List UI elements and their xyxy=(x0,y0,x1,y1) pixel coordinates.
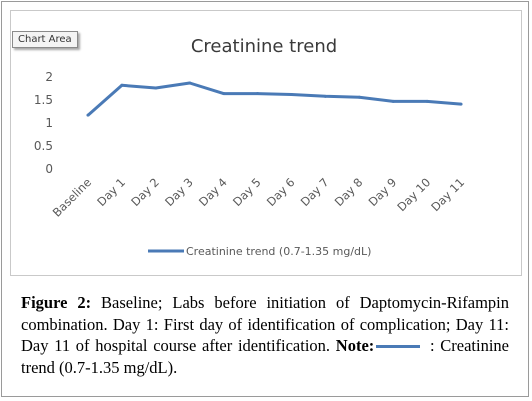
data-point xyxy=(120,83,124,87)
caption-label: Figure 2: xyxy=(21,293,92,312)
x-tick-label: Day 1 xyxy=(94,175,128,209)
data-point xyxy=(188,81,192,85)
data-point xyxy=(357,95,361,99)
data-point xyxy=(154,86,158,90)
creatinine-line-chart: Creatinine trend 21.510.50 Baseline Day 1… xyxy=(34,36,467,258)
y-tick-label: 1.5 xyxy=(34,93,53,107)
figure-caption: Figure 2: Baseline; Labs before initiati… xyxy=(21,292,509,378)
x-tick-label: Day 6 xyxy=(264,175,298,209)
x-tick-label: Day 10 xyxy=(394,175,433,214)
y-tick-label: 0.5 xyxy=(34,139,53,153)
chart-area[interactable]: Creatinine trend 2 1.5 1 0.5 0 Baseline Day 1… xyxy=(10,10,522,276)
legend-label: Creatinine trend (0.7-1.35 mg/dL) xyxy=(186,245,371,258)
data-point xyxy=(459,102,463,106)
x-tick-label: Day 5 xyxy=(230,175,264,209)
caption-note-label: Note: xyxy=(335,336,375,355)
legend: Creatinine trend (0.7-1.35 mg/dL) xyxy=(148,245,371,258)
data-point xyxy=(222,92,226,96)
x-tick-label: Day 2 xyxy=(128,175,162,209)
x-tick-label: Day 4 xyxy=(196,175,230,209)
x-axis: Baseline Day 1 Day 2 Day 3 Day 4 Day 5 Day 6 Da… xyxy=(50,175,467,219)
data-point xyxy=(289,92,293,96)
y-tick-label: 1 xyxy=(45,116,53,130)
x-tick-label: Baseline xyxy=(50,175,94,219)
y-tick-label: 2 xyxy=(45,70,53,84)
y-axis: 2 1.5 1 0.5 0 xyxy=(34,70,53,176)
data-point xyxy=(86,113,90,117)
caption-note-text: : Creatinine trend (0.7-1.35 mg/dL). xyxy=(21,336,510,377)
series-layer xyxy=(86,81,463,117)
caption-text: Baseline; Labs before initiation of Dapt… xyxy=(21,293,510,355)
data-point xyxy=(425,99,429,103)
data-point xyxy=(391,99,395,103)
data-point xyxy=(256,92,260,96)
x-tick-label: Day 7 xyxy=(298,175,332,209)
y-tick-label: 0 xyxy=(45,162,53,176)
chart-title: Creatinine trend xyxy=(191,36,337,57)
caption-legend-line xyxy=(376,344,421,348)
x-tick-label: Day 3 xyxy=(162,175,196,209)
x-tick-label: Day 11 xyxy=(428,175,467,214)
chart-area-tooltip: Chart Area xyxy=(12,31,78,48)
series-line-creatinine xyxy=(87,81,462,117)
data-point xyxy=(323,94,327,98)
x-tick-label: Day 8 xyxy=(332,175,366,209)
